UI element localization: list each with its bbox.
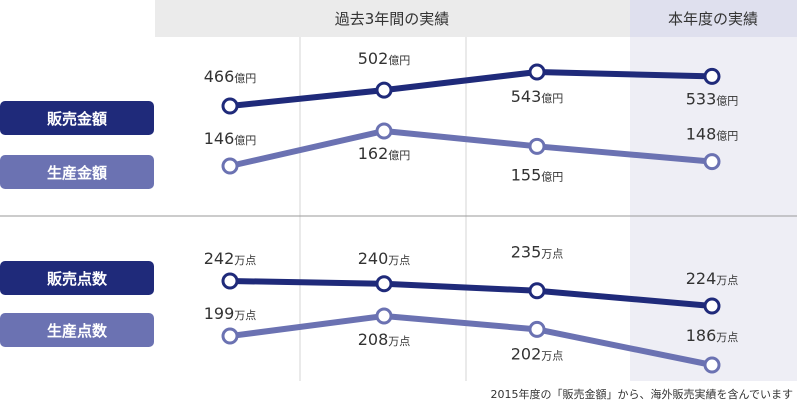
data-label-1-1-1: 208万点 (358, 330, 411, 349)
data-point-0-1-2 (528, 137, 546, 155)
legend-production-amount (0, 155, 154, 189)
data-point-1-1-1 (375, 307, 393, 325)
data-point-1-1-0 (221, 327, 239, 345)
data-label-0-0-2: 543億円 (511, 87, 564, 106)
header-current-bg (630, 0, 797, 37)
series-line-1-1 (227, 313, 715, 368)
data-point-0-1-0 (221, 157, 239, 175)
data-label-1-0-3: 224万点 (686, 269, 739, 288)
series-lines (227, 69, 715, 368)
legend-production-amount-label: 生産金額 (47, 164, 107, 182)
data-label-1-1-3: 186万点 (686, 326, 739, 345)
past-years-title: 過去3年間の実績 (335, 10, 450, 28)
series-line-0-0 (227, 69, 715, 109)
data-point-0-0-3 (703, 67, 721, 85)
data-point-0-1-3 (703, 153, 721, 171)
series-line-0-1 (227, 128, 715, 169)
data-point-0-0-0 (221, 97, 239, 115)
data-label-0-1-3: 148億円 (686, 125, 739, 144)
legend-sales-amount-label: 販売金額 (47, 110, 107, 128)
data-point-0-0-1 (375, 81, 393, 99)
data-point-1-1-2 (528, 320, 546, 338)
current-column-bg (630, 37, 797, 381)
data-label-1-0-0: 242万点 (204, 249, 257, 268)
series-markers (221, 63, 721, 374)
data-point-1-1-3 (703, 356, 721, 374)
data-label-1-1-2: 202万点 (511, 344, 564, 363)
data-point-1-0-1 (375, 275, 393, 293)
data-label-0-0-3: 533億円 (686, 89, 739, 108)
legend-sales-amount (0, 101, 154, 135)
data-point-1-0-2 (528, 282, 546, 300)
data-label-0-0-1: 502億円 (358, 49, 411, 68)
legend-sales-units (0, 261, 154, 295)
footnote: 2015年度の「販売金額」から、海外販売実績を含んでいます (491, 387, 793, 401)
data-point-1-0-0 (221, 272, 239, 290)
series-line-1-0 (227, 278, 715, 309)
data-point-0-0-2 (528, 63, 546, 81)
legend-production-units-label: 生産点数 (47, 322, 108, 340)
data-point-1-0-3 (703, 297, 721, 315)
data-label-0-1-1: 162億円 (358, 144, 411, 163)
data-label-0-0-0: 466億円 (204, 67, 257, 86)
data-label-0-1-0: 146億円 (204, 129, 257, 148)
legend-sales-units-label: 販売点数 (47, 270, 108, 288)
current-year-title: 本年度の実績 (668, 10, 758, 28)
data-point-0-1-1 (375, 122, 393, 140)
value-labels: 466億円 502億円 543億円 533億円 146億円 162億円 155億円 148億円… (204, 49, 739, 363)
legend-production-units (0, 313, 154, 347)
data-label-1-0-1: 240万点 (358, 249, 411, 268)
data-label-0-1-2: 155億円 (511, 165, 564, 184)
data-label-1-1-0: 199万点 (204, 304, 257, 323)
data-label-1-0-2: 235万点 (511, 243, 564, 262)
header-past-bg (155, 0, 630, 37)
